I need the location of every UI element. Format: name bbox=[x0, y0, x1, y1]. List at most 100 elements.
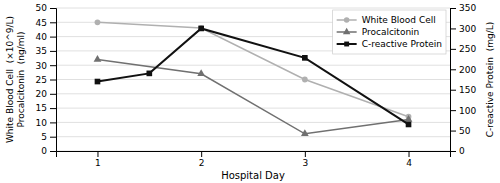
y-tick: 50 bbox=[36, 3, 56, 13]
legend-item: Procalcitonin bbox=[337, 27, 420, 37]
series-marker bbox=[198, 26, 204, 32]
y-tick: 20 bbox=[36, 89, 56, 99]
y2-tick-mark bbox=[450, 90, 456, 91]
y-tick-mark bbox=[50, 80, 56, 81]
grid-line bbox=[56, 8, 450, 9]
grid-line bbox=[56, 65, 450, 66]
x-axis-title: Hospital Day bbox=[221, 170, 285, 181]
y2-tick-label: 50 bbox=[459, 126, 471, 136]
y2-tick-mark bbox=[450, 151, 456, 152]
y2-tick-label: 250 bbox=[459, 44, 476, 54]
legend-marker bbox=[344, 42, 349, 47]
legend-label: C-reactive Protein bbox=[362, 39, 442, 49]
y2-axis: 0 50 100 150 200 250 300 350 bbox=[450, 3, 476, 156]
y2-tick-label: 200 bbox=[459, 65, 476, 75]
y-tick: 10 bbox=[36, 118, 56, 128]
y2-tick: 0 bbox=[450, 146, 465, 156]
y-tick-label: 0 bbox=[41, 146, 47, 156]
y-tick-label: 45 bbox=[36, 18, 47, 28]
x-tick-mark bbox=[201, 151, 202, 157]
y-tick: 30 bbox=[36, 61, 56, 71]
legend-marker bbox=[343, 28, 350, 34]
x-tick-mark bbox=[97, 151, 98, 157]
y2-tick-label: 100 bbox=[459, 106, 476, 116]
legend-marker bbox=[344, 17, 350, 23]
y-tick: 15 bbox=[36, 103, 56, 113]
series-marker bbox=[302, 55, 308, 61]
y-axis: 0 5 10 15 20 25 30 35 40 45 50 bbox=[36, 3, 57, 156]
y-tick-mark bbox=[50, 22, 56, 23]
y-tick-label: 40 bbox=[36, 32, 48, 42]
series-marker bbox=[301, 129, 309, 136]
y2-tick: 350 bbox=[450, 3, 476, 13]
y-tick-mark bbox=[50, 94, 56, 95]
legend: White Blood Cell Procalcitonin C-reactive … bbox=[333, 10, 446, 54]
y-axis-line bbox=[50, 9, 57, 152]
series-marker bbox=[95, 79, 101, 85]
y-tick: 25 bbox=[36, 75, 56, 85]
x-tick-mark bbox=[409, 151, 410, 157]
series-marker bbox=[94, 55, 102, 62]
x-tick-mark bbox=[305, 151, 306, 157]
y-tick: 45 bbox=[36, 18, 56, 28]
y-tick-mark bbox=[50, 122, 56, 123]
x-axis-line bbox=[57, 152, 451, 158]
y2-tick: 300 bbox=[450, 24, 476, 34]
y-tick: 35 bbox=[36, 46, 56, 56]
legend-label: Procalcitonin bbox=[362, 27, 420, 37]
grid-line bbox=[56, 93, 450, 94]
y2-tick-mark bbox=[450, 8, 456, 9]
x-tick: 3 bbox=[302, 151, 308, 168]
x-tick: 2 bbox=[199, 151, 205, 168]
y2-tick-label: 350 bbox=[459, 3, 476, 13]
series-marker bbox=[405, 115, 413, 122]
chart: 1234051015202530354045500501001502002503… bbox=[0, 0, 500, 183]
y2-tick-label: 150 bbox=[459, 85, 476, 95]
x-tick-label: 1 bbox=[95, 158, 101, 168]
y2-tick: 250 bbox=[450, 44, 476, 54]
y2-tick-mark bbox=[450, 131, 456, 132]
y-tick-label: 30 bbox=[36, 61, 48, 71]
y-tick-label: 35 bbox=[36, 46, 47, 56]
x-tick: 1 bbox=[95, 151, 101, 168]
grid-line bbox=[56, 108, 450, 109]
y2-tick: 50 bbox=[450, 126, 471, 136]
series-marker bbox=[95, 19, 101, 25]
y-tick: 0 bbox=[41, 146, 56, 156]
x-axis: 1 2 3 4 bbox=[57, 151, 451, 168]
x-tick: 4 bbox=[406, 151, 412, 168]
series-marker bbox=[302, 77, 308, 83]
x-tick-label: 4 bbox=[406, 158, 412, 168]
y2-axis-line bbox=[451, 9, 457, 152]
y2-tick-mark bbox=[450, 28, 456, 29]
y2-tick-mark bbox=[450, 69, 456, 70]
y2-tick: 150 bbox=[450, 85, 476, 95]
y2-tick: 100 bbox=[450, 106, 476, 116]
y-tick-mark bbox=[50, 8, 56, 9]
grid-line bbox=[56, 136, 450, 137]
y-tick-label: 20 bbox=[36, 89, 48, 99]
y2-tick-mark bbox=[450, 49, 456, 50]
y-tick-mark bbox=[50, 108, 56, 109]
series-marker bbox=[406, 122, 412, 128]
x-tick-label: 3 bbox=[302, 158, 308, 168]
y-tick-mark bbox=[50, 151, 56, 152]
y-tick-label: 50 bbox=[36, 3, 48, 13]
y2-axis-title: C-reactive Protein (mg/L) bbox=[485, 22, 495, 138]
y-tick: 5 bbox=[41, 132, 56, 142]
chart-container: 1234051015202530354045500501001502002503… bbox=[0, 0, 500, 183]
x-tick-label: 2 bbox=[199, 158, 205, 168]
legend-item: C-reactive Protein bbox=[337, 39, 442, 49]
series-marker bbox=[198, 25, 204, 31]
y-tick-label: 15 bbox=[36, 103, 47, 113]
y2-tick-label: 300 bbox=[459, 24, 476, 34]
series-line bbox=[97, 59, 408, 133]
y-tick-mark bbox=[50, 137, 56, 138]
y-tick-mark bbox=[50, 65, 56, 66]
y-tick-label: 10 bbox=[36, 118, 48, 128]
series-marker bbox=[197, 69, 205, 76]
y2-tick-mark bbox=[450, 110, 456, 111]
y-tick: 40 bbox=[36, 32, 56, 42]
y-tick-mark bbox=[50, 37, 56, 38]
legend-item: White Blood Cell bbox=[337, 15, 436, 25]
